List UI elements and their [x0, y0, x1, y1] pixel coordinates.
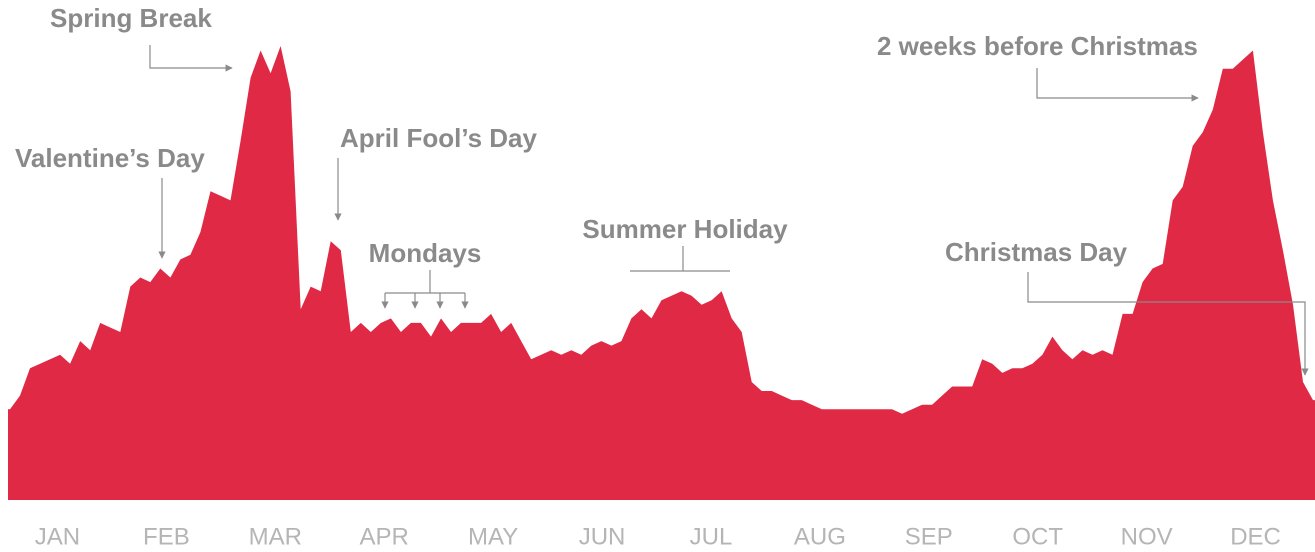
guide-arrow [1027, 272, 1309, 376]
annotation: Summer Holiday [582, 214, 788, 244]
annotation-guides [149, 45, 1309, 376]
annotation: Mondays [369, 238, 482, 268]
area [8, 46, 1315, 500]
x-tick-label: NOV [1121, 523, 1173, 550]
x-tick-label: JUN [579, 523, 626, 550]
plot-area [8, 46, 1315, 500]
annotation: Valentine’s Day [15, 143, 205, 173]
x-tick-label: JUL [690, 523, 733, 550]
guide-arrow [149, 45, 233, 72]
guide-arrow [1036, 68, 1199, 102]
x-tick-label: APR [360, 523, 409, 550]
x-tick-label: MAR [249, 523, 302, 550]
annotation: April Fool’s Day [340, 123, 537, 153]
x-tick-label: OCT [1012, 523, 1063, 550]
annotation: 2 weeks before Christmas [877, 31, 1198, 61]
annotation: Spring Break [50, 3, 212, 33]
annotation: Christmas Day [945, 237, 1128, 267]
x-tick-label: AUG [794, 523, 846, 550]
x-tick-label: FEB [143, 523, 190, 550]
x-tick-label: DEC [1230, 523, 1281, 550]
x-tick-label: JAN [35, 523, 80, 550]
x-tick-label: MAY [468, 523, 518, 550]
x-tick-label: SEP [905, 523, 953, 550]
